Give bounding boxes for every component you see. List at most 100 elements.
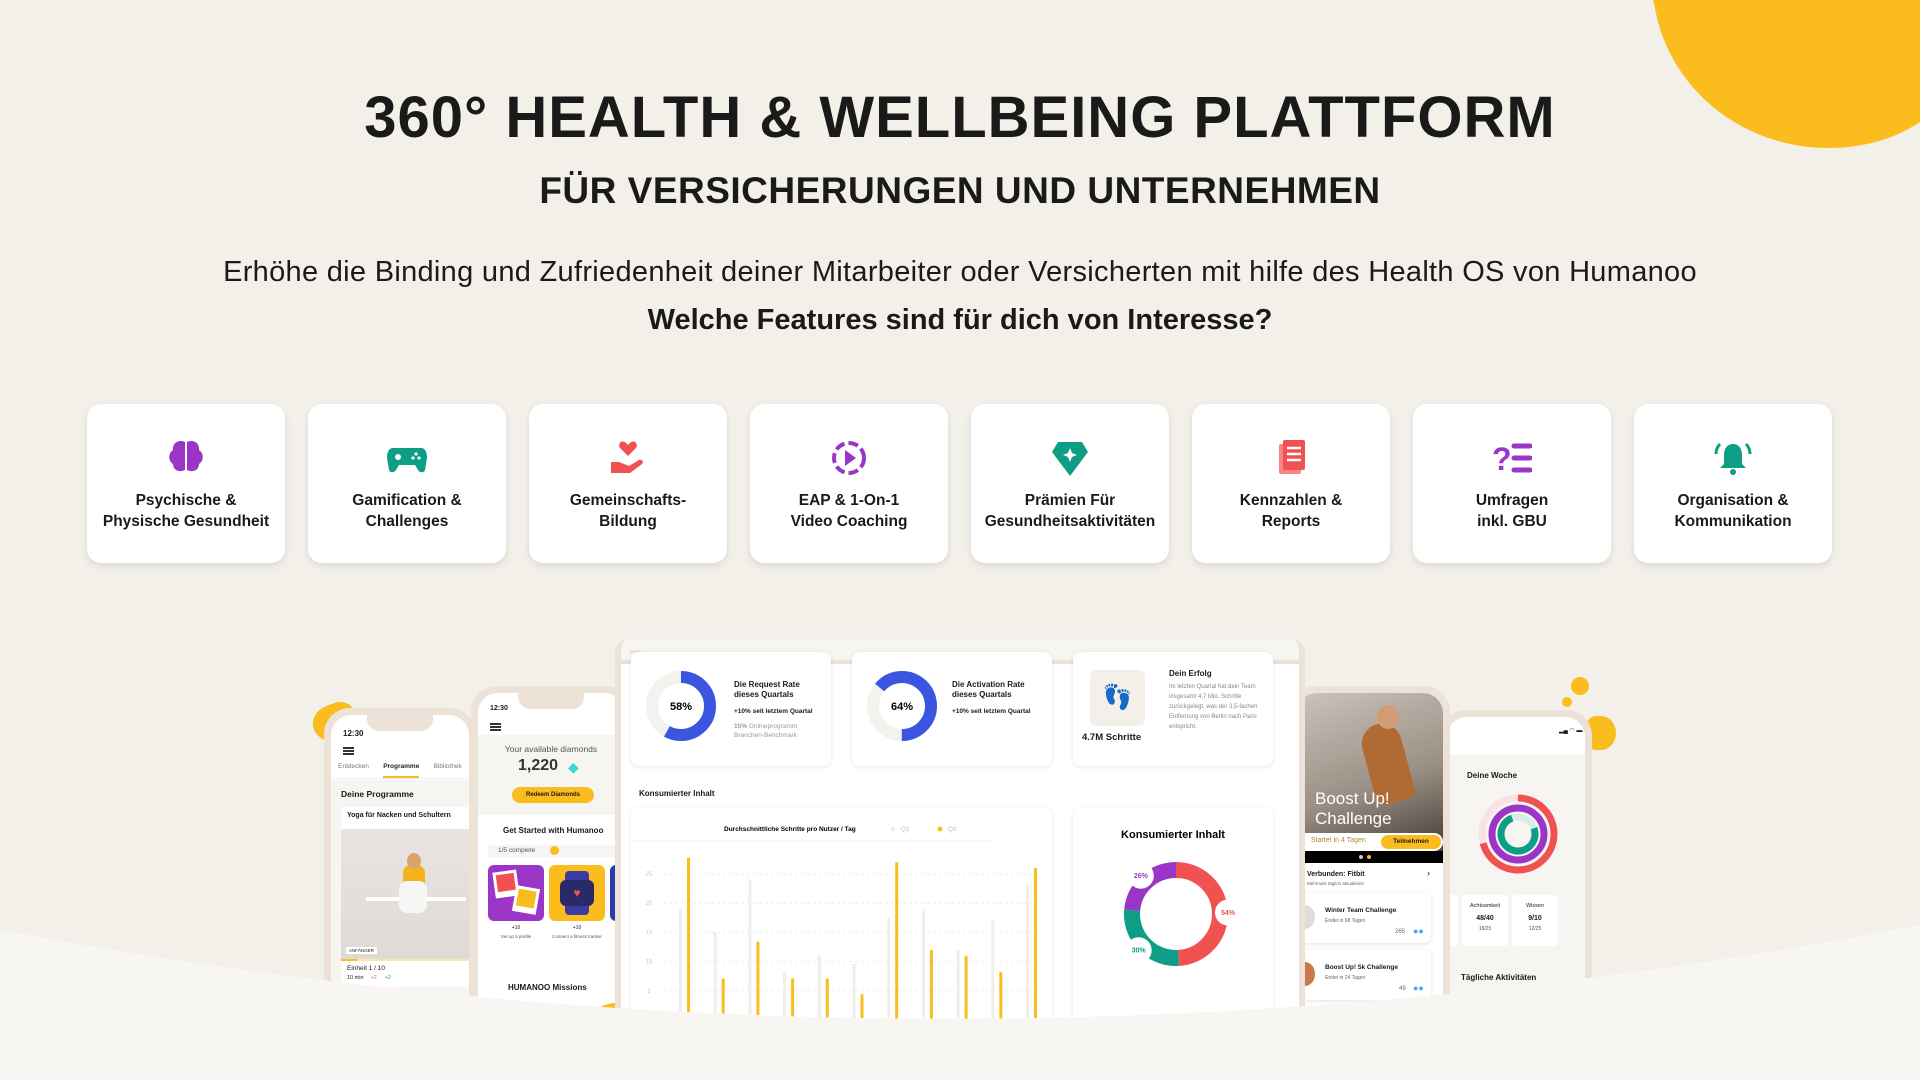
section-heading: Deine Programme xyxy=(341,789,414,799)
check-icon xyxy=(550,846,559,855)
connected-fitbit[interactable]: Verbunden: Fitbit xyxy=(1307,871,1365,878)
redeem-diamonds-button[interactable]: Redeem Diamonds xyxy=(512,787,594,803)
footprints-icon: 👣 xyxy=(1090,670,1145,726)
bar-q2 xyxy=(895,862,899,1020)
participant-count: 265 xyxy=(1395,929,1406,935)
section-title: Konsumierter Inhalt xyxy=(639,789,715,798)
feature-card[interactable]: Gamification & Challenges xyxy=(308,404,506,563)
bar-q1 xyxy=(1026,883,1029,1020)
bar-q1 xyxy=(956,949,960,1020)
heart-hand-icon xyxy=(611,441,643,473)
diamond-icon: ◆ xyxy=(568,759,579,775)
feature-card[interactable]: EAP & 1-On-1 Video Coaching xyxy=(750,404,948,563)
legend-label: Training xyxy=(1153,1021,1178,1028)
bar-q2 xyxy=(964,955,968,1020)
bar-q2 xyxy=(756,941,760,1020)
question-list-icon: ? xyxy=(1492,441,1532,477)
tab-entdecken[interactable]: Entdecken xyxy=(338,763,369,770)
status-time: 12:30 xyxy=(490,705,508,712)
bell-icon xyxy=(1714,442,1752,475)
bar-q1 xyxy=(817,955,821,1020)
bar-q1 xyxy=(887,917,891,1020)
join-button[interactable]: Teilnehmen xyxy=(1381,835,1441,849)
tag: +2 xyxy=(371,975,377,981)
feature-card[interactable]: ? Umfragen inkl. GBU xyxy=(1413,404,1611,563)
stat-card[interactable]: Training15044 xyxy=(1447,895,1458,946)
chevron-right-icon[interactable]: › xyxy=(1427,868,1430,878)
task-tile-tracker[interactable]: ♥ xyxy=(549,865,605,921)
bar-q2 xyxy=(791,978,795,1020)
gem-icon xyxy=(1052,442,1088,476)
content-pie-card: Konsumierter Inhalt 54% 30% 26% Training Acht… xyxy=(1073,808,1273,1063)
request-rate-card: 58% Die Request Rate dieses Quartals +10… xyxy=(631,652,831,766)
program-card[interactable]: Yoga für Nacken und Schultern ANFÄNGER E… xyxy=(341,807,469,987)
y-tick-label: 10 xyxy=(646,960,653,966)
menu-icon[interactable] xyxy=(343,747,354,755)
challenge-hero-title: Boost Up! Challenge xyxy=(1315,789,1392,828)
dashboard-window: ●●● 58% Die Request Rate dieses Quartals… xyxy=(615,639,1305,1069)
page-subtitle: FÜR VERSICHERUNGEN UND UNTERNEHMEN xyxy=(539,170,1381,211)
pie-slice-label: 54% xyxy=(1221,910,1236,917)
diamond-count: 1,220 xyxy=(518,757,559,774)
steps-chart-card: Durchschnittliche Schritte pro Nutzer / … xyxy=(631,808,1052,1063)
bar-q2 xyxy=(999,972,1003,1020)
stat-card[interactable]: Wissen 9/10 12/25 xyxy=(1512,895,1558,946)
y-tick-label: 20 xyxy=(646,901,653,907)
group-icon: ●● xyxy=(1413,926,1424,936)
challenge-ends: Endet in 24 Tagen xyxy=(1325,975,1366,981)
activation-rate-value: 64% xyxy=(891,701,913,713)
duration: 10 min xyxy=(347,975,364,981)
steps-total: 4.7M Schritte xyxy=(1082,732,1142,743)
success-card: 👣 4.7M Schritte Dein Erfolg Im letzten Q… xyxy=(1073,652,1273,766)
bar-q1 xyxy=(713,932,717,1020)
y-tick-label: 5 xyxy=(647,989,651,995)
status-time: 12:30 xyxy=(343,729,364,738)
feature-label: Gemeinschafts- Bildung xyxy=(569,492,687,530)
feature-label: Umfragen inkl. GBU xyxy=(1475,492,1549,530)
task-reward: +10 xyxy=(511,925,521,931)
challenge-ends: Endet in 68 Tagen xyxy=(1325,918,1366,924)
document-list-icon xyxy=(1279,440,1305,474)
phone-programs: 12:30 Entdecken Programme Bibliothek Dei… xyxy=(324,708,476,1028)
trophy-icon[interactable]: 🏆 xyxy=(1327,1009,1340,1020)
phone-challenges: Boost Up! Challenge Startet in 4 Tagen T… xyxy=(1290,686,1450,1046)
tab-programme[interactable]: Programme xyxy=(383,763,420,778)
feature-card[interactable]: Prämien Für Gesundheitsaktivitäten xyxy=(971,404,1169,563)
menu-icon[interactable] xyxy=(490,723,501,731)
feature-card[interactable]: Kennzahlen & Reports xyxy=(1192,404,1390,563)
feature-card[interactable]: Gemeinschafts- Bildung xyxy=(529,404,727,563)
feature-label: Kennzahlen & Reports xyxy=(1239,492,1343,530)
tab-bibliothek[interactable]: Bibliothek xyxy=(433,763,462,770)
svg-text:?: ? xyxy=(1492,441,1512,477)
stat-sub: 12/25 xyxy=(1528,926,1542,932)
feature-label: Gamification & Challenges xyxy=(352,492,462,530)
request-rate-change: +10% seit letztem Quartal xyxy=(734,708,813,715)
activation-rate-change: +10% seit letztem Quartal xyxy=(952,708,1031,715)
lead-text: Erhöhe die Binding und Zufriedenheit dei… xyxy=(223,256,1697,288)
daily-activities-heading: Tägliche Aktivitäten xyxy=(1461,973,1537,982)
benchmark-value: 15% xyxy=(734,723,748,730)
bar-q2 xyxy=(860,994,864,1020)
task-tile-profile[interactable] xyxy=(488,865,544,921)
add-programs-button[interactable]: Programme hinzufügen xyxy=(341,1005,469,1021)
stat-card[interactable]: Achtsamkeit 48/40 18/25 xyxy=(1462,895,1508,946)
request-rate-arc xyxy=(646,671,716,741)
decorative-yellow-dot xyxy=(1571,677,1589,695)
challenge-card[interactable]: Boost Up! 5k Challenge Endet in 24 Tagen… xyxy=(1297,950,1431,1000)
phone-diamonds: 12:30 Your available diamonds 1,220 ◆ Re… xyxy=(471,686,631,1046)
bar-q1 xyxy=(748,879,752,1020)
pie-slice-label: 26% xyxy=(1134,873,1149,880)
missions-heading: HUMANOO Missions xyxy=(508,983,587,992)
success-title: Dein Erfolg xyxy=(1169,669,1212,678)
feature-label: Prämien Für Gesundheitsaktivitäten xyxy=(984,492,1156,530)
steps-bar-chart: Durchschnittliche Schritte pro Nutzer / … xyxy=(631,826,1041,1020)
feature-card[interactable]: Organisation & Kommunikation xyxy=(1634,404,1832,563)
activity-rings xyxy=(1478,794,1558,874)
program-image: ANFÄNGER xyxy=(341,829,469,959)
challenge-start: Startet in 4 Tagen xyxy=(1311,837,1366,844)
pie-slice-label: 30% xyxy=(1132,948,1147,955)
feature-card[interactable]: Psychische & Physische Gesundheit xyxy=(87,404,285,563)
challenge-card[interactable]: Winter Team Challenge Endet in 68 Tagen … xyxy=(1297,893,1431,943)
feature-label: Psychische & Physische Gesundheit xyxy=(102,492,270,530)
level-badge: ANFÄNGER xyxy=(346,947,378,954)
